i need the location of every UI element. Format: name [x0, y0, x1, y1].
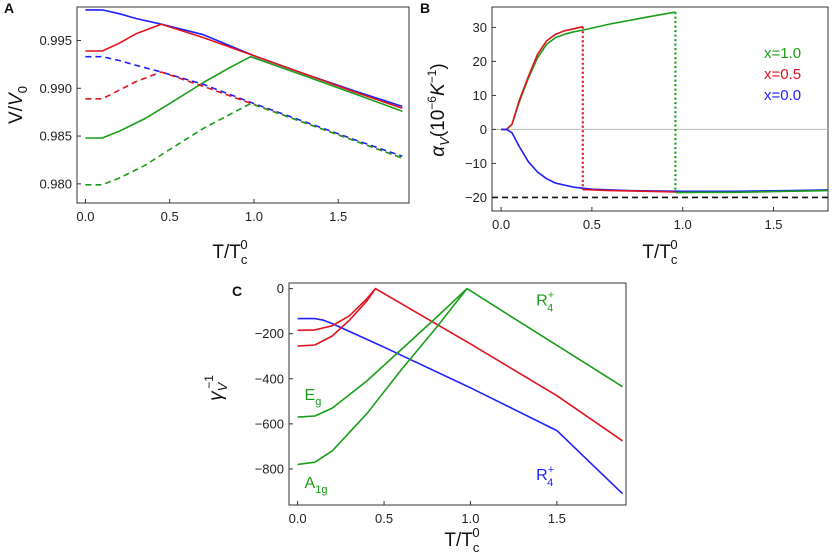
panel-c-y-tick-label: −800 — [255, 461, 284, 476]
panel-b-x-tick-label: 0.5 — [583, 217, 601, 232]
panel-c-x-tick-label: 1.0 — [461, 511, 479, 526]
panel-a-y-tick-label: 0.985 — [39, 129, 72, 144]
panel-b-series-x-0-5 — [501, 25, 583, 131]
panel-b-x-label: T/Tc0 — [642, 237, 678, 267]
panel-b-letter: B — [420, 0, 430, 16]
panel-a-x-tick-label: 0.5 — [161, 209, 179, 224]
panel-c-x-tick-label: 0.5 — [375, 511, 393, 526]
panel-a-letter: A — [4, 0, 14, 16]
panel-c-y-tick-label: −600 — [255, 416, 284, 431]
legend-x05: x=0.5 — [764, 66, 801, 83]
panel-a-y-ticks: 0.980 0.985 0.990 0.995 — [39, 33, 81, 191]
panel-c-annotations: R+ 4 Eg A1g R+ 4 — [305, 290, 555, 497]
panel-a-y-label: V/V0 — [6, 86, 30, 124]
panel-a-x-tick-label: 0.0 — [76, 209, 94, 224]
panel-b-frame — [491, 6, 829, 212]
panel-c-annotation-2: A1g — [305, 475, 328, 496]
panel-c-y-tick-label: −200 — [255, 326, 284, 341]
panel-a-frame — [76, 6, 410, 204]
panel-b-x-ticks: 0.0 0.5 1.0 1.5 — [492, 207, 783, 232]
panel-c-annotation-3: R+ 4 — [536, 464, 554, 489]
panel-c-series-red-lower — [297, 288, 377, 347]
panel-b-series — [492, 11, 829, 199]
legend-x0: x=0.0 — [764, 87, 801, 104]
panel-c-x-ticks: 0.0 0.5 1.0 1.5 — [289, 501, 566, 526]
panel-a-series-x-0-5-solid — [85, 23, 403, 110]
panel-c-series-green-upper-eg — [297, 287, 623, 418]
panel-b-x-tick-label: 1.0 — [674, 217, 692, 232]
panel-a-x-tick-label: 1.0 — [245, 209, 263, 224]
panel-a-y-tick-label: 0.990 — [39, 81, 72, 96]
panel-c-y-ticks: −800 −600 −400 −200 0 — [255, 281, 293, 476]
panel-c-x-tick-label: 1.5 — [548, 511, 566, 526]
panel-a-x-tick-label: 1.5 — [329, 209, 347, 224]
panel-c-y-tick-label: 0 — [277, 281, 284, 296]
panel-b-series-x-0-5-branch — [582, 188, 676, 193]
panel-b-y-tick-label: 20 — [473, 54, 487, 69]
panel-c-series-red-upper — [297, 287, 623, 442]
panel-b-y-tick-label: 30 — [473, 20, 487, 35]
panel-b-series-x-1-0-low-t-branch — [675, 189, 829, 194]
panel-b-y-label: αV(10−6K−1) — [425, 63, 452, 156]
panel-a: A 0.0 0.5 1.0 1.5 0.980 0.985 0.990 0.995 V/V0… — [4, 0, 410, 267]
panel-c-series — [297, 287, 624, 495]
panel-a-series-x-1-0-solid — [85, 55, 403, 139]
panel-b: B 0.0 0.5 1.0 1.5 −20 −10 0 10 20 30 x=1.0 x=0.5… — [420, 0, 829, 267]
panel-b-y-ticks: −20 −10 0 10 20 30 — [465, 20, 496, 205]
panel-a-x-ticks: 0.0 0.5 1.0 1.5 — [76, 199, 347, 224]
panel-a-series-x-0-5-dashed — [85, 71, 403, 159]
panel-c-series-green-lower-a1g — [297, 288, 468, 466]
panel-c-y-tick-label: −400 — [255, 371, 284, 386]
panel-c-series-blue-r4- — [297, 317, 624, 495]
panel-b-series-x-0-0 — [501, 128, 829, 193]
panel-c: C 0.0 0.5 1.0 1.5 −800 −600 −400 −200 0 R+ 4 Eg A1… — [202, 281, 627, 553]
legend-x1: x=1.0 — [764, 45, 801, 62]
panel-a-y-tick-label: 0.995 — [39, 33, 72, 48]
panel-b-series-x-1-0 — [501, 11, 676, 131]
panel-c-y-label: γV−1 — [202, 375, 230, 401]
panel-a-series-x-0-0-dashed — [85, 55, 403, 157]
panel-c-letter: C — [232, 283, 242, 299]
panel-b-y-tick-label: −10 — [465, 156, 487, 171]
panel-c-annotation-1: Eg — [305, 387, 322, 408]
panel-a-series-x-1-0-dashed — [85, 102, 403, 186]
panel-b-y-tick-label: 10 — [473, 88, 487, 103]
panel-b-y-tick-label: −20 — [465, 190, 487, 205]
panel-c-x-label: T/Tc0 — [444, 525, 480, 553]
panel-b-x-tick-label: 0.0 — [492, 217, 510, 232]
panel-b-y-tick-label: 0 — [480, 122, 487, 137]
panel-c-annotation-0: R+ 4 — [536, 290, 554, 315]
panel-b-x-tick-label: 1.5 — [764, 217, 782, 232]
panel-c-x-tick-label: 0.0 — [289, 511, 307, 526]
panel-a-series — [85, 9, 403, 186]
panel-c-frame — [288, 282, 627, 506]
panel-a-x-label: T/Tc0 — [212, 237, 248, 267]
panel-b-legend: x=1.0 x=0.5 x=0.0 — [764, 45, 801, 104]
panel-a-y-tick-label: 0.980 — [39, 176, 72, 191]
